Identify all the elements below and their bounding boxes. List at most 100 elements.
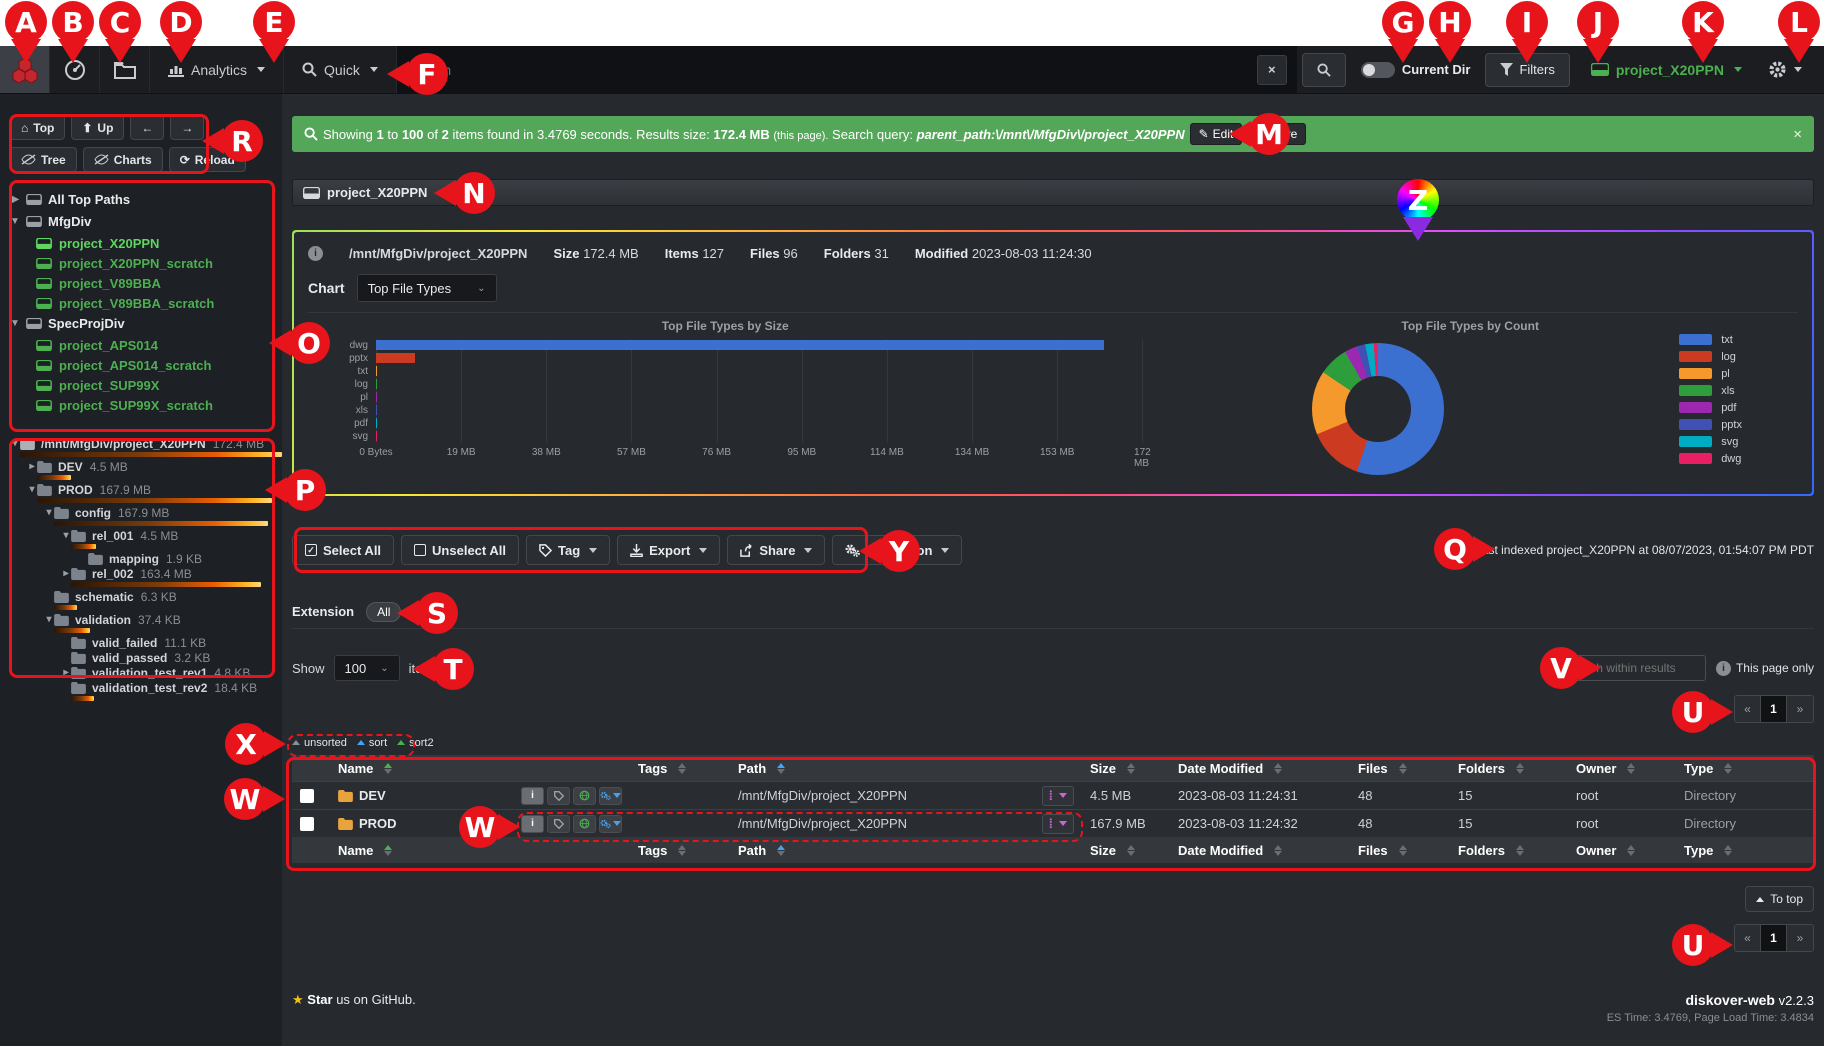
column-header-Owner[interactable]: Owner [1568,837,1676,863]
column-header-Name[interactable]: Name [330,837,630,863]
forward-button[interactable]: → [170,115,205,140]
clear-search-button[interactable]: × [1256,54,1287,85]
tree-item-project_APS014[interactable]: project_APS014 [36,336,272,354]
column-header-Folders[interactable]: Folders [1450,837,1568,863]
analytics-menu[interactable]: Analytics [150,46,285,93]
breadcrumb[interactable]: project_X20PPN [292,179,1814,206]
tree-item-project_SUP99X_scratch[interactable]: project_SUP99X_scratch [36,396,272,414]
dir-tree-item-validation[interactable]: ▾ validation 37.4 KB [10,612,272,627]
tree-group-MfgDiv[interactable]: ▼ MfgDiv [10,213,92,229]
dir-tree-item-config[interactable]: ▾ config 167.9 MB [10,505,272,520]
permissions-button[interactable] [573,786,596,805]
column-header-Files[interactable]: Files [1350,837,1450,863]
column-header-Path[interactable]: Path [730,837,1082,863]
dashboard-button[interactable] [50,46,100,93]
unselect-all-button[interactable]: Unselect All [401,535,519,565]
search-submit-button[interactable] [1301,52,1346,87]
column-header-Date Modified[interactable]: Date Modified [1170,837,1350,863]
tree-item-project_X20PPN_scratch[interactable]: project_X20PPN_scratch [36,254,272,272]
top-button[interactable]: ⌂ Top [10,115,66,140]
row-name[interactable]: PROD [359,816,397,831]
tree-item-project_V89BBA[interactable]: project_V89BBA [36,274,272,292]
dir-tree-item-PROD[interactable]: ▾ PROD 167.9 MB [10,482,272,497]
dir-tree-item-validation-test-rev2[interactable]: validation_test_rev2 18.4 KB [10,680,272,695]
column-header-Size[interactable]: Size [1082,755,1170,781]
permissions-button[interactable] [573,814,596,833]
current-page-button[interactable]: 1 [1761,925,1787,951]
path-actions-button[interactable]: ⁞ [1041,785,1074,806]
dir-tree-item-valid-passed[interactable]: valid_passed 3.2 KB [10,650,272,665]
tree-item-project_V89BBA_scratch[interactable]: project_V89BBA_scratch [36,294,272,312]
save-query-button[interactable]: ⯀ Save [1247,123,1307,145]
column-header-Path[interactable]: Path [730,755,1082,781]
filters-button[interactable]: Filters [1485,52,1570,87]
dir-tree-item-schematic[interactable]: schematic 6.3 KB [10,589,272,604]
row-path[interactable]: /mnt/MfgDiv/project_X20PPN [738,788,908,803]
settings-menu[interactable] [1758,60,1812,79]
hide-tree-button[interactable]: Tree [10,147,77,172]
sort-link[interactable]: sort [356,737,387,749]
column-header-Tags[interactable]: Tags [630,755,730,781]
column-header-Type[interactable]: Type [1676,837,1814,863]
sort2-link[interactable]: sort2 [397,737,434,749]
next-page-button[interactable]: » [1787,696,1813,722]
tree-item-project_APS014_scratch[interactable]: project_APS014_scratch [36,356,272,374]
column-header-Date Modified[interactable]: Date Modified [1170,755,1350,781]
row-checkbox[interactable] [300,788,314,803]
next-page-button[interactable]: » [1787,925,1813,951]
path-actions-button[interactable]: ⁞ [1041,813,1074,834]
file-browser-button[interactable] [100,46,150,93]
back-button[interactable]: ← [130,115,165,140]
column-header-Owner[interactable]: Owner [1568,755,1676,781]
prev-page-button[interactable]: « [1735,925,1761,951]
unsorted-link[interactable]: unsorted [292,737,347,749]
dir-tree-item-validation-test-rev1[interactable]: ▸ validation_test_rev1 4.8 KB [10,665,272,680]
chart-type-select[interactable]: Top File Types ⌄ [356,274,497,302]
index-selector[interactable]: project_X20PPN [1575,62,1758,78]
dir-tree-item-valid-failed[interactable]: valid_failed 11.1 KB [10,635,272,650]
search-input[interactable] [406,61,1257,78]
github-link[interactable]: ★ Star us on GitHub. [292,992,416,1007]
column-header-Name[interactable]: Name [330,755,630,781]
dir-tree-item-DEV[interactable]: ▸ DEV 4.5 MB [10,459,272,474]
dir-tree-item--mnt-MfgDiv-project-X20PPN[interactable]: ▾/mnt/MfgDiv/project_X20PPN 172.4 MB [10,436,272,451]
export-button[interactable]: Export [617,535,721,565]
edit-query-button[interactable]: ✎ Edit [1189,123,1243,145]
row-checkbox[interactable] [300,816,314,831]
dir-tree-item-mapping[interactable]: mapping 1.9 KB [10,551,272,566]
info-button[interactable]: i [521,786,544,805]
quick-menu[interactable]: Quick [284,46,397,93]
prev-page-button[interactable]: « [1735,696,1761,722]
tree-group-SpecProjDiv[interactable]: ▼ SpecProjDiv [10,315,125,331]
up-button[interactable]: ⬆ Up [71,115,125,140]
tag-button[interactable] [547,814,570,833]
tree-item-project_X20PPN[interactable]: project_X20PPN [36,234,272,252]
show-count-select[interactable]: 100 ⌄ [333,655,400,681]
column-header-Size[interactable]: Size [1082,837,1170,863]
select-all-button[interactable]: ✓ Select All [292,535,395,565]
tree-root-all-top-paths[interactable]: ▶ All Top Paths [11,191,131,207]
file-action-gears-button[interactable] [599,814,622,833]
column-header-Type[interactable]: Type [1676,755,1814,781]
close-alert-button[interactable]: × [1793,125,1802,143]
info-button[interactable]: i [521,814,544,833]
file-action-gears-button[interactable] [599,786,622,805]
diskover-logo[interactable] [0,46,50,93]
hide-charts-button[interactable]: Charts [82,147,163,172]
tag-button[interactable] [547,786,570,805]
current-page-button[interactable]: 1 [1761,696,1787,722]
to-top-button[interactable]: To top [1745,886,1814,912]
row-name[interactable]: DEV [359,788,386,803]
extension-all-pill[interactable]: All [366,601,402,622]
reload-button[interactable]: ⟳ Reload [168,147,246,172]
tag-button[interactable]: Tag [525,535,611,565]
column-header-Folders[interactable]: Folders [1450,755,1568,781]
current-dir-toggle[interactable] [1360,61,1395,78]
dir-tree-item-rel-001[interactable]: ▾ rel_001 4.5 MB [10,528,272,543]
file-action-button[interactable]: File Action [832,535,963,565]
column-header-Tags[interactable]: Tags [630,837,730,863]
dir-tree-item-rel-002[interactable]: ▸ rel_002 163.4 MB [10,566,272,581]
row-path[interactable]: /mnt/MfgDiv/project_X20PPN [738,816,908,831]
column-header-Files[interactable]: Files [1350,755,1450,781]
tree-item-project_SUP99X[interactable]: project_SUP99X [36,376,272,394]
